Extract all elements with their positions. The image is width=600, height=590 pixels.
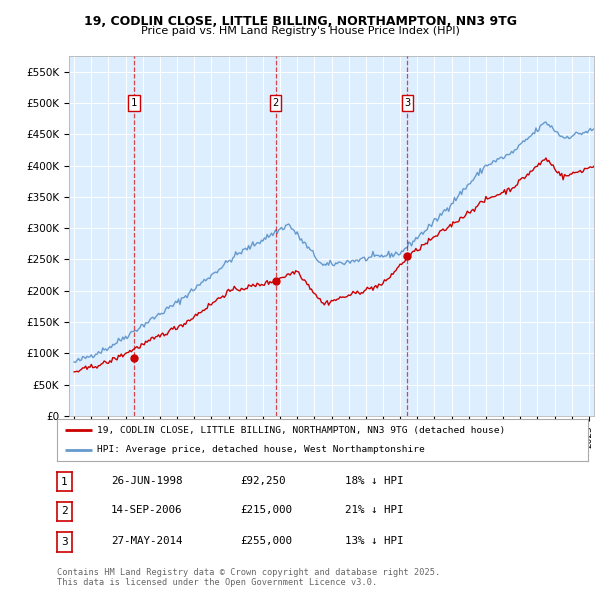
Text: 2: 2	[61, 506, 68, 516]
Text: 1: 1	[61, 477, 68, 487]
Text: £215,000: £215,000	[240, 506, 292, 515]
Text: 14-SEP-2006: 14-SEP-2006	[111, 506, 182, 515]
Text: 18% ↓ HPI: 18% ↓ HPI	[345, 476, 404, 486]
Text: 21% ↓ HPI: 21% ↓ HPI	[345, 506, 404, 515]
Text: 26-JUN-1998: 26-JUN-1998	[111, 476, 182, 486]
Text: 1: 1	[131, 98, 137, 108]
Text: £255,000: £255,000	[240, 536, 292, 546]
Text: 19, CODLIN CLOSE, LITTLE BILLING, NORTHAMPTON, NN3 9TG: 19, CODLIN CLOSE, LITTLE BILLING, NORTHA…	[83, 15, 517, 28]
Text: HPI: Average price, detached house, West Northamptonshire: HPI: Average price, detached house, West…	[97, 445, 425, 454]
Text: £92,250: £92,250	[240, 476, 286, 486]
Text: 3: 3	[61, 537, 68, 547]
Text: 19, CODLIN CLOSE, LITTLE BILLING, NORTHAMPTON, NN3 9TG (detached house): 19, CODLIN CLOSE, LITTLE BILLING, NORTHA…	[97, 426, 505, 435]
Text: 27-MAY-2014: 27-MAY-2014	[111, 536, 182, 546]
Text: Price paid vs. HM Land Registry's House Price Index (HPI): Price paid vs. HM Land Registry's House …	[140, 26, 460, 36]
Text: 13% ↓ HPI: 13% ↓ HPI	[345, 536, 404, 546]
Text: 2: 2	[272, 98, 279, 108]
Text: Contains HM Land Registry data © Crown copyright and database right 2025.
This d: Contains HM Land Registry data © Crown c…	[57, 568, 440, 587]
Text: 3: 3	[404, 98, 410, 108]
